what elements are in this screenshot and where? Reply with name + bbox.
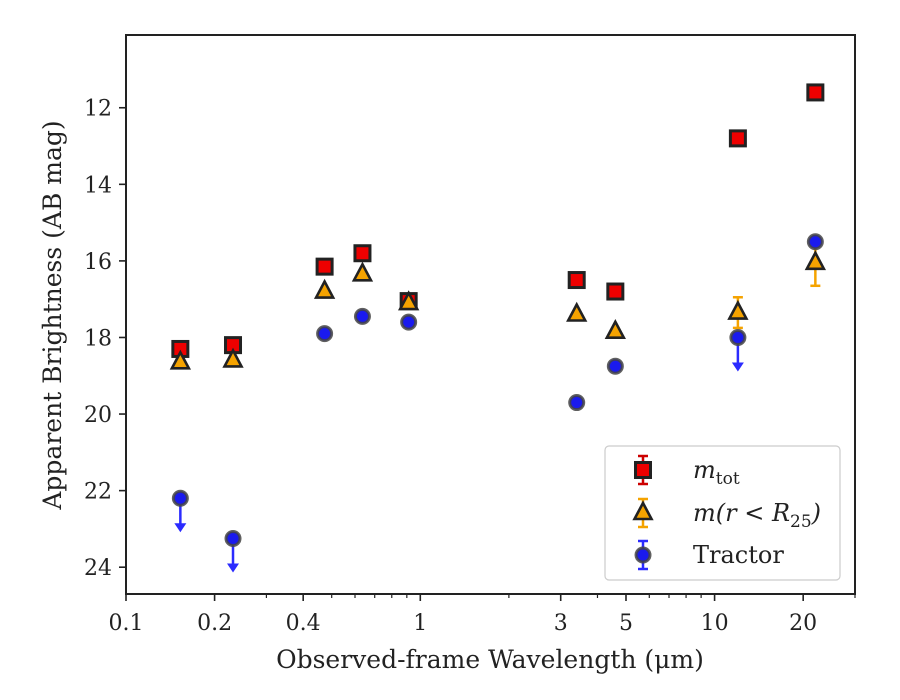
data-point-circle <box>806 233 824 251</box>
data-points <box>169 83 827 573</box>
data-point-circle <box>316 325 334 343</box>
data-point-circle <box>606 357 624 375</box>
data-point-triangle <box>566 301 588 322</box>
x-tick-label: 10 <box>701 611 729 636</box>
legend-label-subscript: tot <box>716 469 740 489</box>
legend-entry: m(r < R25) <box>632 497 821 532</box>
legend: mtot m(r < R25) Tractor <box>604 445 841 581</box>
x-tick-label: 0.1 <box>109 611 144 636</box>
x-tick-label: 5 <box>619 611 633 636</box>
legend-label-main: m <box>693 456 716 484</box>
y-tick-label: 18 <box>84 326 112 351</box>
x-tick-label: 1 <box>413 611 427 636</box>
legend-label-main: Tractor <box>693 541 784 569</box>
y-axis-label: Apparent Brightness (AB mag) <box>38 120 67 510</box>
y-tick-label: 14 <box>84 173 112 198</box>
plot-frame <box>125 34 856 595</box>
data-point-square <box>567 271 586 290</box>
legend-entry: mtot <box>634 454 740 489</box>
x-tick-label: 3 <box>554 611 568 636</box>
series-square <box>171 83 825 358</box>
x-tick-label: 0.2 <box>197 611 232 636</box>
data-point-circle <box>729 328 747 346</box>
data-point-triangle <box>727 299 749 320</box>
legend-label: mtot <box>693 456 740 489</box>
y-tick-label: 22 <box>84 480 112 505</box>
x-tick-label: 0.4 <box>286 611 321 636</box>
y-tick-label: 12 <box>84 97 112 122</box>
upper-limit-arrow-head <box>227 563 240 573</box>
data-point-circle <box>353 307 371 325</box>
legend-label-main: m(r < R <box>693 499 790 527</box>
series-triangle <box>169 238 827 370</box>
series-circle <box>171 233 824 573</box>
legend-label-subscript: 25 <box>790 512 812 532</box>
data-point-square <box>806 83 825 102</box>
data-point-circle <box>568 394 586 412</box>
axis-ticks: 0.1 0.2 0.4 1 3 5 10 20 12 14 16 18 20 22 24 <box>84 97 856 636</box>
data-point-triangle <box>351 261 374 282</box>
data-point-circle <box>171 489 189 507</box>
upper-limit-arrow-head <box>731 362 744 372</box>
data-point-square <box>606 282 625 301</box>
data-point-square <box>315 257 334 276</box>
legend-marker-triangle <box>632 500 654 521</box>
legend-entry: Tractor <box>634 539 784 571</box>
legend-label: Tractor <box>693 541 784 569</box>
upper-limit-arrow-head <box>174 523 187 533</box>
legend-marker-square <box>634 461 652 479</box>
data-point-triangle <box>169 349 192 370</box>
data-point-triangle <box>313 278 336 299</box>
y-tick-label: 16 <box>84 250 112 275</box>
x-tick-label: 20 <box>789 611 817 636</box>
y-tick-label: 20 <box>84 403 112 428</box>
data-point-triangle <box>222 347 244 368</box>
data-point-circle <box>224 529 242 547</box>
legend-label: m(r < R25) <box>693 499 821 532</box>
legend-label-tail: ) <box>811 499 821 527</box>
x-axis-label: Observed-frame Wavelength (μm) <box>276 645 704 674</box>
data-point-triangle <box>604 318 627 340</box>
data-point-triangle <box>804 250 827 271</box>
legend-marker-circle <box>634 546 652 564</box>
y-tick-label: 24 <box>84 556 112 581</box>
legend-box <box>604 445 841 581</box>
data-point-circle <box>400 313 418 331</box>
data-point-square <box>728 129 747 148</box>
data-point-square <box>353 244 372 263</box>
data-point-triangle <box>397 290 420 311</box>
